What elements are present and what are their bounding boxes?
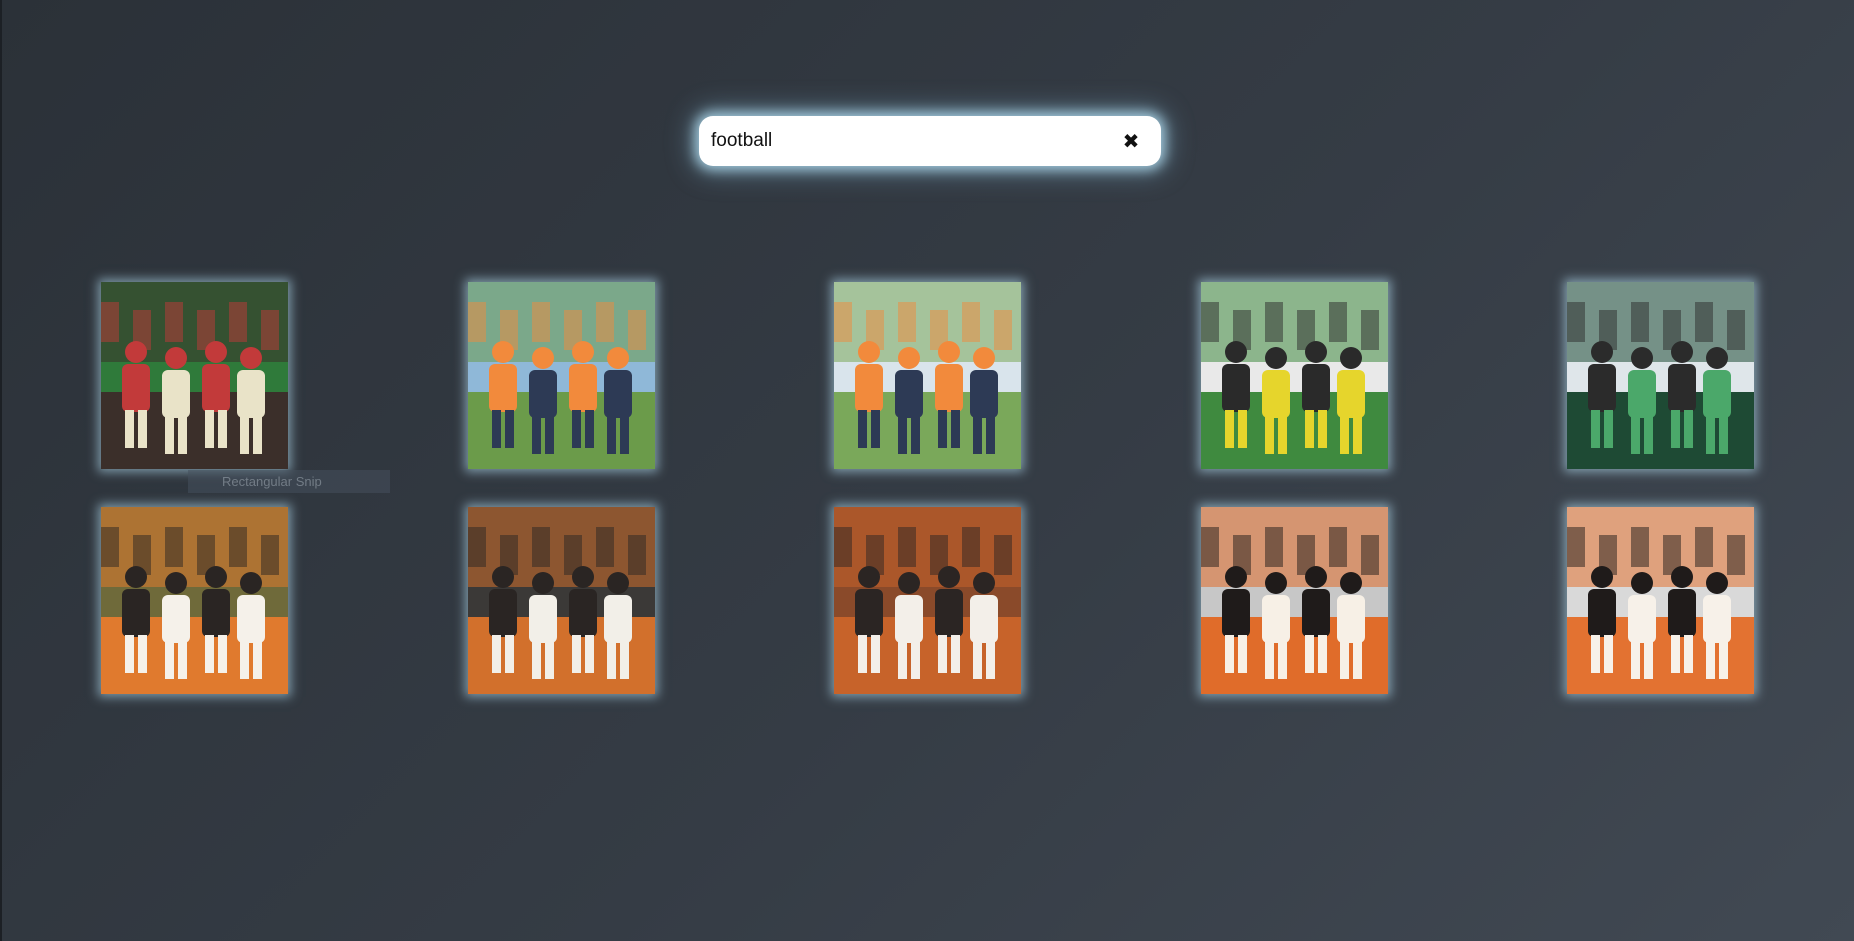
tile-image [1567, 507, 1754, 694]
snip-tooltip: Rectangular Snip [188, 470, 390, 493]
image-tile-7[interactable] [468, 507, 655, 694]
tile-image [1201, 282, 1388, 469]
tile-image [101, 507, 288, 694]
window-edge [0, 0, 2, 941]
image-tile-8[interactable] [834, 507, 1021, 694]
tile-image [101, 282, 288, 469]
tile-image [834, 282, 1021, 469]
image-tile-6[interactable] [101, 507, 288, 694]
close-icon[interactable]: ✖ [1122, 130, 1140, 153]
search-input[interactable] [711, 116, 1111, 166]
tile-image [468, 507, 655, 694]
image-tile-10[interactable] [1567, 507, 1754, 694]
tile-image [834, 507, 1021, 694]
image-tile-2[interactable] [468, 282, 655, 469]
image-tile-9[interactable] [1201, 507, 1388, 694]
image-tile-5[interactable] [1567, 282, 1754, 469]
search-box[interactable]: ✖ [699, 116, 1161, 166]
tile-image [1567, 282, 1754, 469]
image-tile-3[interactable] [834, 282, 1021, 469]
tile-image [468, 282, 655, 469]
image-tile-4[interactable] [1201, 282, 1388, 469]
image-tile-1[interactable] [101, 282, 288, 469]
tile-image [1201, 507, 1388, 694]
